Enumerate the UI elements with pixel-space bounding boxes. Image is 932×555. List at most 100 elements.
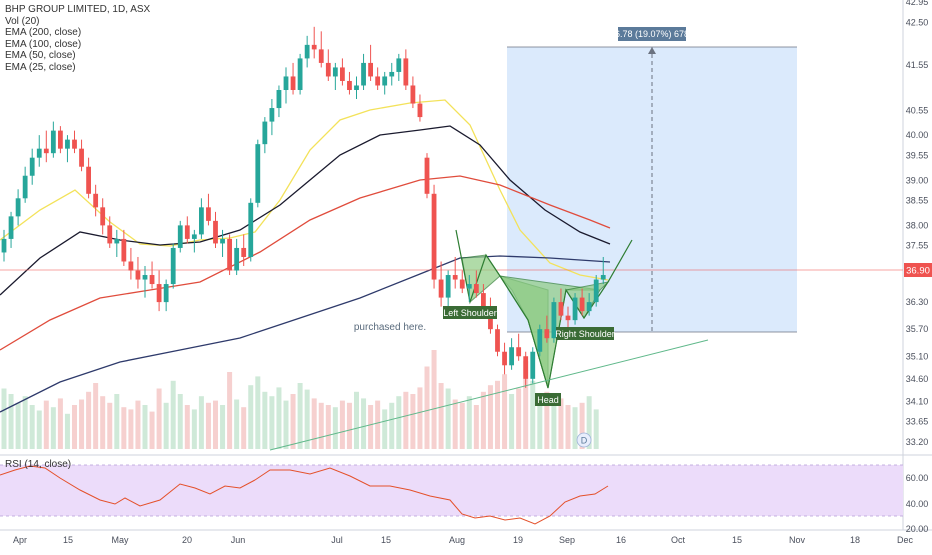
- ema200-line: [0, 255, 611, 413]
- time-tick-label: 15: [381, 535, 391, 545]
- left-shoulder-label: Left Shoulder: [443, 308, 497, 318]
- price-tick-label: 39.00: [906, 175, 929, 185]
- candle-body: [283, 76, 289, 90]
- volume-bar: [205, 402, 211, 449]
- rsi-legend[interactable]: RSI (14, close): [5, 459, 72, 470]
- volume-bar: [572, 407, 578, 449]
- volume-bar: [473, 405, 479, 449]
- volume-bar: [114, 394, 120, 449]
- right-shoulder-label: Right Shoulder: [555, 329, 615, 339]
- volume-bar: [220, 405, 226, 449]
- volume-bar: [255, 376, 261, 449]
- volume-bar: [191, 409, 197, 449]
- time-tick-label: 18: [850, 535, 860, 545]
- time-tick-label: Dec: [897, 535, 914, 545]
- candle-body: [565, 315, 571, 321]
- candle-body: [142, 275, 148, 280]
- candle-body: [269, 108, 275, 122]
- candle-body: [417, 103, 423, 118]
- time-tick-label: 16: [616, 535, 626, 545]
- candle-body: [58, 130, 63, 149]
- candle-body: [445, 275, 451, 298]
- purchase-note: purchased here.: [354, 322, 426, 333]
- legend-ema200[interactable]: EMA (200, close): [5, 27, 82, 38]
- legend-ema100[interactable]: EMA (100, close): [5, 38, 82, 50]
- candle-body: [459, 279, 465, 289]
- volume-bar: [403, 391, 409, 449]
- candle-body: [431, 193, 437, 280]
- legend-ema25[interactable]: EMA (25, close): [5, 61, 76, 73]
- volume-bar: [487, 385, 493, 449]
- candle-body: [206, 207, 211, 221]
- volume-bar: [452, 399, 458, 449]
- volume-bar: [135, 400, 141, 449]
- candle-body: [473, 284, 479, 294]
- time-axis[interactable]: Apr 15 May 20 Jun Jul 15 Aug 19 Sep 16 Oct 15 Nov 18 De…: [13, 535, 914, 545]
- time-tick-label: Jun: [231, 535, 246, 545]
- candle-body: [177, 225, 183, 248]
- candle-body: [149, 275, 155, 285]
- candle-body: [530, 351, 536, 379]
- volume-bar: [417, 387, 423, 449]
- volume-bar: [22, 396, 28, 449]
- volume-bar: [396, 396, 402, 449]
- candle-body: [572, 297, 578, 321]
- candle-body: [318, 49, 324, 63]
- candle-body: [466, 284, 472, 289]
- candle-body: [361, 62, 366, 86]
- volume-bar: [537, 396, 543, 449]
- rsi-band: [0, 465, 903, 516]
- candle-body: [72, 139, 77, 149]
- rsi-layer: [0, 465, 609, 525]
- candle-body: [403, 58, 409, 86]
- legend-ema50[interactable]: EMA (50, close): [5, 50, 76, 61]
- time-tick-label: 15: [63, 535, 73, 545]
- volume-bar: [156, 388, 162, 449]
- legend-title: BHP GROUP LIMITED, 1D, ASX: [5, 4, 151, 15]
- candle-body: [332, 67, 338, 77]
- head-label: Head: [537, 395, 559, 405]
- volume-bar: [523, 361, 529, 449]
- time-tick-label: May: [111, 535, 129, 545]
- head-label-bg: [535, 393, 561, 406]
- candle-body: [227, 238, 232, 271]
- volume-bar: [213, 400, 218, 449]
- time-tick-label: Sep: [559, 535, 575, 545]
- measure-tag-bg: [618, 27, 686, 41]
- ema-layer: [0, 99, 611, 413]
- volume-bar: [43, 400, 49, 449]
- candle-body: [255, 144, 261, 203]
- time-tick-label: 19: [513, 535, 523, 545]
- candle-body: [396, 58, 402, 72]
- candle-body: [220, 238, 225, 244]
- candle-body: [600, 275, 606, 280]
- candle-body: [502, 351, 507, 366]
- time-tick-label: Aug: [449, 535, 465, 545]
- volume-bar: [15, 402, 21, 449]
- price-tick-label: 35.10: [906, 351, 929, 361]
- volume-bar: [57, 398, 63, 449]
- rsi-axis[interactable]: 60.00 40.00 20.00: [906, 473, 929, 534]
- volume-bar: [389, 402, 395, 449]
- candle-body: [241, 247, 247, 257]
- chart-legend[interactable]: BHP GROUP LIMITED, 1D, ASX Vol (20) EMA …: [5, 4, 150, 73]
- candle-body: [368, 62, 373, 77]
- dividend-badge-icon[interactable]: [576, 432, 592, 448]
- candle-body: [86, 166, 91, 194]
- candle-body: [509, 347, 514, 366]
- price-tick-label: 41.55: [906, 60, 929, 70]
- volume-bar: [234, 399, 240, 449]
- volume-bar: [269, 396, 275, 449]
- legend-vol[interactable]: Vol (20): [5, 15, 40, 27]
- volume-bar: [346, 402, 352, 449]
- price-tick-label: 34.10: [906, 396, 929, 406]
- trendline[interactable]: [269, 339, 709, 451]
- volume-bar: [325, 405, 331, 449]
- price-axis[interactable]: 42.95 42.50 41.55 40.55 40.00 39.55 39.00 38.55…: [906, 0, 929, 447]
- candle-body: [50, 130, 56, 154]
- price-tick-label: 42.95: [906, 0, 929, 7]
- volume-bar: [177, 394, 183, 449]
- time-tick-label: Oct: [671, 535, 686, 545]
- candle-body: [234, 247, 240, 271]
